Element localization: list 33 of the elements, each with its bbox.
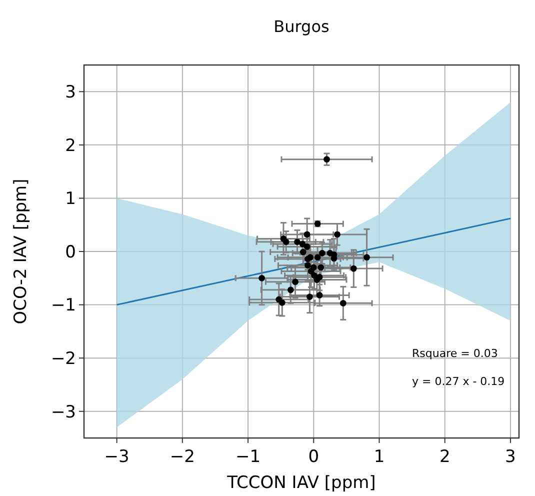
x-tick-label: −1 bbox=[235, 447, 261, 467]
annotation: y = 0.27 x - 0.19 bbox=[412, 375, 505, 388]
point bbox=[306, 294, 313, 300]
x-tick-label: 0 bbox=[308, 447, 320, 467]
x-tick-label: −2 bbox=[170, 447, 195, 467]
y-tick-label: 0 bbox=[65, 242, 76, 262]
y-tick-label: −1 bbox=[50, 296, 76, 316]
annotation: Rsquare = 0.03 bbox=[412, 347, 498, 360]
point bbox=[278, 299, 286, 306]
point bbox=[330, 255, 338, 262]
point bbox=[314, 254, 321, 261]
point bbox=[292, 278, 298, 286]
x-axis-title: TCCON IAV [ppm] bbox=[226, 473, 376, 493]
point bbox=[308, 268, 314, 274]
point bbox=[282, 238, 290, 246]
point bbox=[287, 286, 294, 294]
y-tick-label: 3 bbox=[65, 82, 76, 103]
y-axis-title: OCO-2 IAV [ppm] bbox=[11, 178, 31, 324]
point bbox=[318, 250, 326, 256]
y-tick-label: −2 bbox=[50, 349, 76, 370]
point bbox=[294, 238, 300, 246]
y-tick-label: 2 bbox=[65, 136, 76, 156]
point bbox=[340, 300, 346, 306]
x-tick-label: −3 bbox=[104, 447, 130, 467]
y-tick-label: −3 bbox=[50, 402, 76, 422]
x-tick-label: 1 bbox=[374, 447, 385, 467]
line-series bbox=[116, 218, 512, 306]
point bbox=[324, 156, 330, 163]
y-tick-label: 1 bbox=[65, 189, 76, 210]
x-tick-label: 2 bbox=[439, 447, 450, 467]
x-tick-label: 3 bbox=[505, 447, 516, 467]
chart-title: Burgos bbox=[274, 17, 330, 36]
point bbox=[258, 274, 266, 282]
